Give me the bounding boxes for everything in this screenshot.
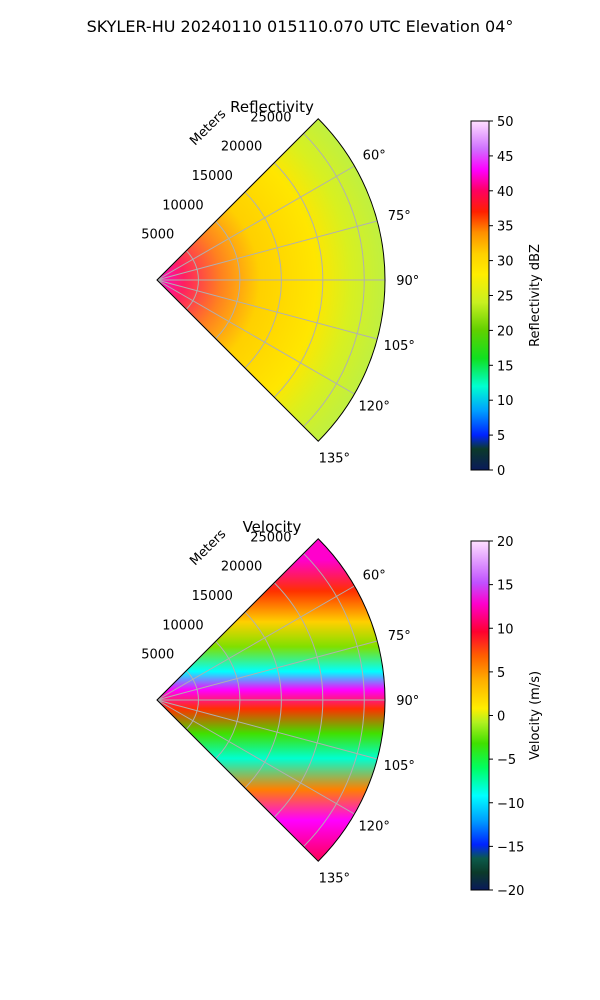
azimuth-gridline: [156, 279, 378, 340]
colorbar-tick-label: 0: [497, 464, 505, 479]
colorbar-tick-label: 35: [497, 220, 514, 235]
colorbar-tick-label: 15: [497, 579, 514, 594]
colorbar-tick-label: 0: [497, 710, 505, 725]
radial-tick-label: 15000: [192, 169, 233, 184]
azimuth-tick-label: 90°: [396, 274, 419, 289]
azimuth-tick-label: 75°: [388, 629, 411, 644]
azimuth-tick-label: 120°: [359, 399, 390, 414]
panel-title: Velocity: [243, 518, 302, 536]
azimuth-tick-label: 75°: [388, 209, 411, 224]
azimuth-gridline: [156, 640, 378, 701]
figure-title: SKYLER-HU 20240110 015110.070 UTC Elevat…: [87, 17, 514, 36]
colorbar-tick-label: 25: [497, 290, 514, 305]
colorbar: [470, 120, 490, 471]
colorbar-tick-label: 50: [497, 115, 514, 130]
colorbar-label: Reflectivity dBZ: [528, 244, 543, 347]
azimuth-gridline: [156, 699, 378, 760]
colorbar-tick-label: 30: [497, 255, 514, 270]
azimuth-tick-label: 120°: [359, 819, 390, 834]
azimuth-tick-label: 60°: [363, 149, 386, 164]
colorbar-tick-label: −10: [497, 797, 524, 812]
sector-frame: [156, 538, 386, 862]
radial-tick-label: 5000: [141, 228, 174, 243]
velocity-panel: Velocity 60° 75° 90° 105° 120° 135° 5000 10000 15…: [141, 518, 543, 899]
azimuth-tick-label: 135°: [319, 451, 350, 466]
reflectivity-panel: Reflectivity60°75°90°105°120°135°5000100…: [141, 98, 543, 479]
colorbar-tick-label: 5: [497, 429, 505, 444]
colorbar-tick-label: −15: [497, 840, 524, 855]
colorbar-tick-label: −5: [497, 753, 516, 768]
colorbar-tick-label: 5: [497, 666, 505, 681]
azimuth-gridline: [156, 220, 378, 281]
azimuth-gridline: [156, 585, 355, 701]
radial-tick-label: 25000: [250, 110, 291, 125]
azimuth-tick-label: 135°: [319, 871, 350, 886]
azimuth-tick-label: 60°: [363, 569, 386, 584]
azimuth-gridline: [156, 699, 355, 815]
radial-tick-label: 20000: [221, 560, 262, 575]
radial-tick-label: 15000: [192, 589, 233, 604]
radial-tick-label: 20000: [221, 140, 262, 155]
colorbar-tick-label: 15: [497, 359, 514, 374]
colorbar-tick-label: 45: [497, 150, 514, 165]
azimuth-tick-label: 105°: [384, 759, 415, 774]
colorbar-tick-label: 10: [497, 394, 514, 409]
azimuth-gridline: [156, 279, 355, 395]
colorbar-tick-label: −20: [497, 884, 524, 899]
colorbar-label: Velocity (m/s): [528, 671, 543, 760]
azimuth-tick-label: 105°: [384, 339, 415, 354]
colorbar-tick-label: 10: [497, 622, 514, 637]
radial-tick-label: 25000: [250, 530, 291, 545]
sector-frame: [156, 118, 386, 442]
colorbar: [470, 540, 490, 891]
radial-tick-label: 10000: [162, 618, 203, 633]
colorbar-tick-label: 20: [497, 535, 514, 550]
colorbar-tick-label: 40: [497, 185, 514, 200]
azimuth-tick-label: 90°: [396, 694, 419, 709]
panel-title: Reflectivity: [230, 98, 314, 116]
radial-tick-label: 10000: [162, 198, 203, 213]
radial-tick-label: 5000: [141, 648, 174, 663]
azimuth-gridline: [156, 165, 355, 281]
colorbar-tick-label: 20: [497, 324, 514, 339]
